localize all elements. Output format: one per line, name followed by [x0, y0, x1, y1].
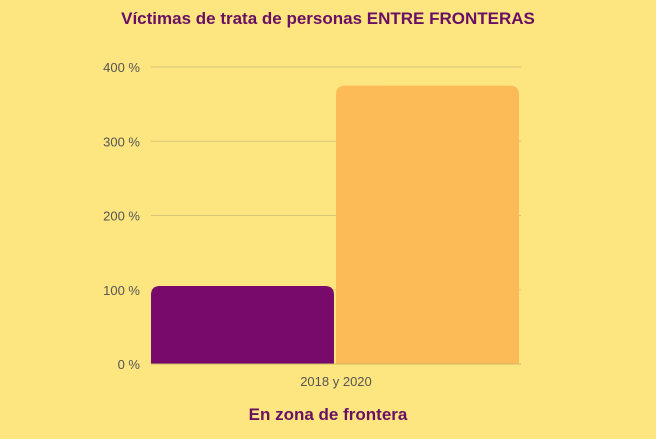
y-tick-label: 300 % [103, 134, 140, 149]
x-tick-label: 2018 y 2020 [300, 374, 372, 389]
y-tick-label: 100 % [103, 283, 140, 298]
x-axis-title: En zona de frontera [248, 405, 408, 424]
y-tick-label: 400 % [103, 60, 140, 75]
chart-title: Víctimas de trata de personas ENTRE FRON… [121, 9, 535, 28]
x-axis-ticks: 2018 y 2020 [300, 374, 372, 389]
y-tick-label: 200 % [103, 209, 140, 224]
bar-series-1 [151, 286, 334, 364]
bars [151, 85, 519, 364]
bar-series-2 [336, 85, 519, 364]
y-axis-ticks: 0 % 100 % 200 % 300 % 400 % [103, 60, 140, 372]
y-tick-label: 0 % [118, 357, 141, 372]
